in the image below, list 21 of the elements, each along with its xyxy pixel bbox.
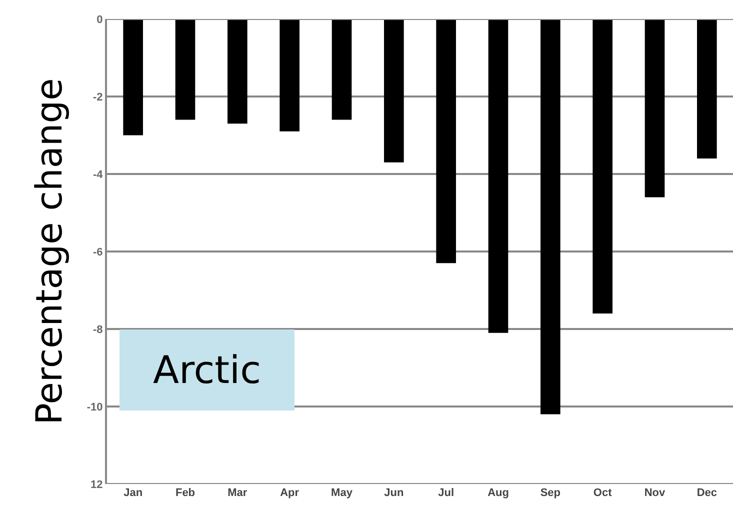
x-tick-label: Oct <box>593 487 612 499</box>
x-tick-label: Jun <box>384 487 404 499</box>
y-tick-label: 12 <box>90 478 103 491</box>
y-tick-label: -4 <box>93 168 104 181</box>
x-tick-label: Nov <box>644 487 666 499</box>
x-tick-label: Jan <box>124 487 143 499</box>
y-tick-label: -2 <box>93 91 103 104</box>
x-tick-label: Dec <box>696 487 718 499</box>
x-tick-label: Apr <box>280 487 300 499</box>
x-tick-label: Sep <box>540 487 561 499</box>
annotation: Arctic <box>152 348 262 392</box>
y-tick-label: 0 <box>96 14 103 26</box>
y-tick-label: -10 <box>86 401 103 414</box>
y-tick-label: -8 <box>93 324 103 336</box>
x-tick-label: Aug <box>488 487 509 499</box>
y-tick-label: -6 <box>93 246 103 258</box>
x-tick-label: Mar <box>228 487 248 499</box>
x-tick-label: May <box>331 487 354 499</box>
x-tick-label: Feb <box>175 487 196 499</box>
x-tick-label: Jul <box>438 487 454 499</box>
y-axis-title: Percentage change <box>29 78 70 425</box>
